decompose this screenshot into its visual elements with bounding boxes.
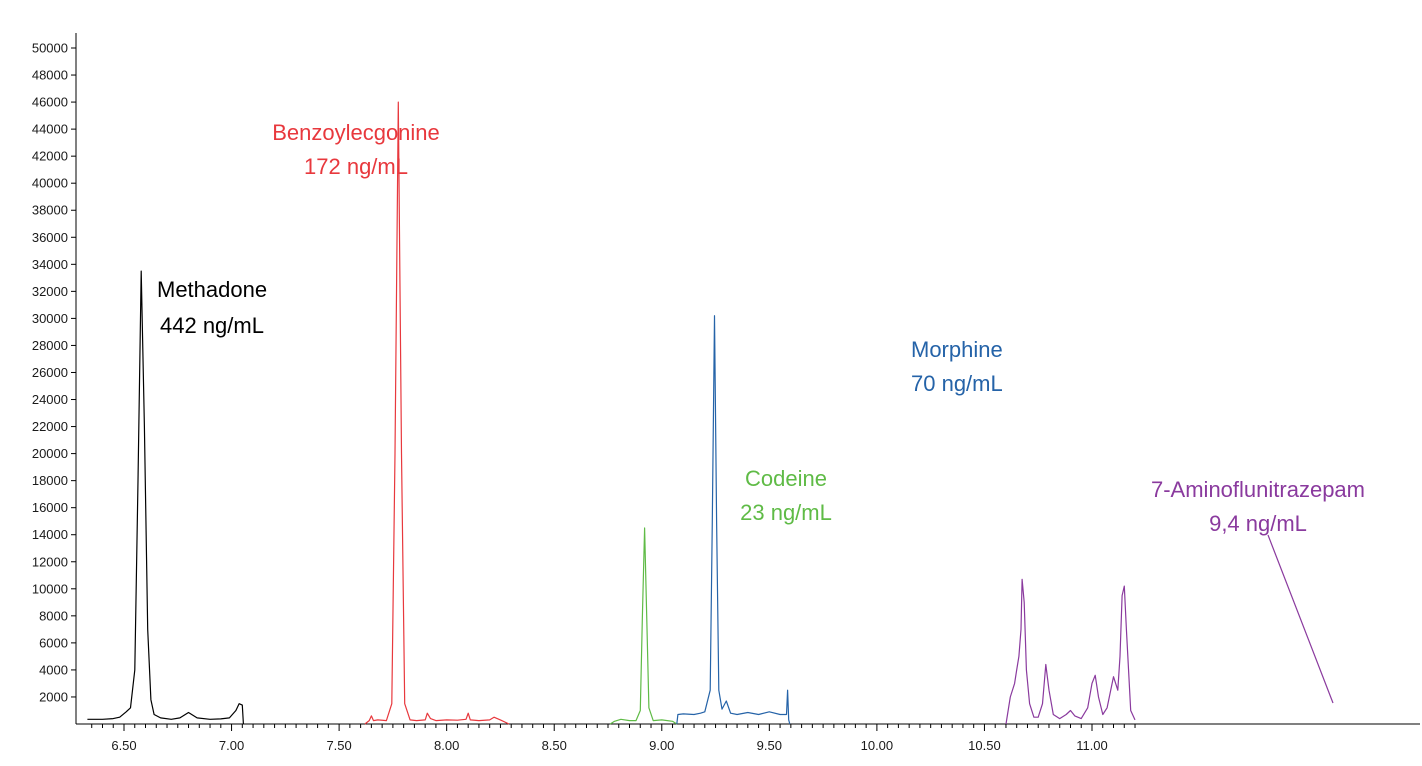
annotation-morphine-value: 70 ng/mL <box>911 371 1003 396</box>
y-tick-label: 28000 <box>32 338 68 353</box>
y-tick-label: 48000 <box>32 68 68 83</box>
annotation-7-aminoflunitrazepam: 7-Aminoflunitrazepam 9,4 ng/mL <box>1151 477 1365 704</box>
x-tick-label: 10.50 <box>968 738 1001 753</box>
x-tick-label: 9.00 <box>649 738 674 753</box>
y-tick-label: 12000 <box>32 554 68 569</box>
annotation-morphine: Morphine 70 ng/mL <box>911 337 1003 396</box>
y-tick-label: 42000 <box>32 149 68 164</box>
y-tick-label: 46000 <box>32 95 68 110</box>
y-tick-label: 4000 <box>39 662 68 677</box>
annotation-7-aminoflunitrazepam-leader <box>1267 534 1334 704</box>
x-tick-label: 10.00 <box>861 738 894 753</box>
x-tick-group: 6.50 7.00 7.50 8.00 8.50 9.00 9.50 10.00 10.50 11… <box>91 724 1136 753</box>
series-line-7-aminoflunitrazepam <box>1005 578 1136 725</box>
annotation-methadone-name: Methadone <box>157 277 267 302</box>
y-tick-label: 18000 <box>32 473 68 488</box>
y-tick-label: 34000 <box>32 257 68 272</box>
annotation-methadone: Methadone 442 ng/mL <box>157 277 267 338</box>
series-line-methadone <box>87 270 244 725</box>
series-group <box>87 101 1136 725</box>
x-tick-label: 7.00 <box>219 738 244 753</box>
annotation-morphine-name: Morphine <box>911 337 1003 362</box>
annotation-benzoylecgonine-name: Benzoylecgonine <box>272 120 440 145</box>
y-tick-label: 40000 <box>32 176 68 191</box>
annotation-7-aminoflunitrazepam-value: 9,4 ng/mL <box>1209 511 1307 536</box>
x-tick-label: 8.00 <box>434 738 459 753</box>
annotation-codeine-name: Codeine <box>745 466 827 491</box>
x-tick-label: 7.50 <box>326 738 351 753</box>
annotation-methadone-value: 442 ng/mL <box>160 313 264 338</box>
annotation-group: Methadone 442 ng/mL Benzoylecgonine 172 … <box>157 120 1365 704</box>
y-tick-label: 22000 <box>32 419 68 434</box>
y-tick-label: 14000 <box>32 527 68 542</box>
y-tick-label: 38000 <box>32 203 68 218</box>
y-tick-label: 44000 <box>32 122 68 137</box>
y-tick-label: 16000 <box>32 500 68 515</box>
y-tick-label: 8000 <box>39 608 68 623</box>
annotation-7-aminoflunitrazepam-name: 7-Aminoflunitrazepam <box>1151 477 1365 502</box>
x-tick-label: 6.50 <box>111 738 136 753</box>
y-tick-label: 2000 <box>39 689 68 704</box>
annotation-codeine-value: 23 ng/mL <box>740 500 832 525</box>
series-line-benzoylecgonine <box>364 101 510 725</box>
y-tick-label: 32000 <box>32 284 68 299</box>
y-tick-label: 26000 <box>32 365 68 380</box>
x-tick-label: 11.00 <box>1076 738 1108 753</box>
annotation-benzoylecgonine-value: 172 ng/mL <box>304 154 408 179</box>
y-tick-group: 2000 4000 6000 8000 10000 12000 14000 16000 1800… <box>32 41 76 704</box>
y-tick-label: 36000 <box>32 230 68 245</box>
series-line-morphine <box>676 315 791 725</box>
x-tick-label: 8.50 <box>542 738 567 753</box>
y-tick-label: 6000 <box>39 635 68 650</box>
y-tick-label: 50000 <box>32 41 68 56</box>
series-line-codeine <box>609 527 678 725</box>
y-tick-label: 30000 <box>32 311 68 326</box>
y-tick-label: 10000 <box>32 581 68 596</box>
y-tick-label: 20000 <box>32 446 68 461</box>
y-tick-label: 24000 <box>32 392 68 407</box>
x-tick-label: 9.50 <box>757 738 782 753</box>
annotation-codeine: Codeine 23 ng/mL <box>740 466 832 525</box>
annotation-benzoylecgonine: Benzoylecgonine 172 ng/mL <box>272 120 440 179</box>
